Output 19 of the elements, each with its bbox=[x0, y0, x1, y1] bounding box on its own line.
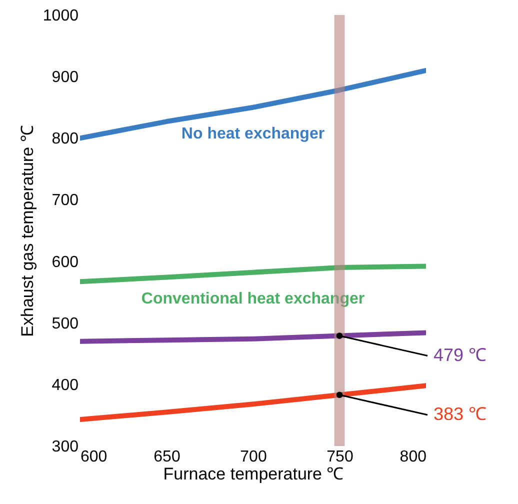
x-tick-label: 750 bbox=[326, 448, 354, 466]
y-axis-title: Exhaust gas temperature ℃ bbox=[18, 125, 37, 337]
x-tick-label: 650 bbox=[154, 448, 180, 466]
x-tick-label: 800 bbox=[400, 448, 427, 466]
y-tick-label: 1000 bbox=[42, 8, 79, 24]
x-tick-label: 700 bbox=[240, 448, 267, 466]
y-tick-label: 900 bbox=[52, 69, 79, 86]
y-tick-label: 300 bbox=[52, 438, 79, 456]
y-tick-label: 700 bbox=[52, 192, 79, 210]
x-tick-label: 600 bbox=[80, 448, 108, 466]
y-tick-label: 500 bbox=[52, 315, 79, 332]
annotation: 383 ℃ bbox=[434, 404, 487, 424]
x-axis-title: Furnace temperature ℃ bbox=[163, 464, 344, 484]
series-label: Conventional heat exchanger bbox=[141, 290, 365, 308]
annotation: 479 ℃ bbox=[434, 344, 487, 365]
y-tick-label: 400 bbox=[52, 376, 79, 394]
y-tick-label: 600 bbox=[52, 254, 79, 271]
y-tick-label: 800 bbox=[52, 130, 79, 148]
series-label: No heat exchanger bbox=[181, 125, 325, 142]
